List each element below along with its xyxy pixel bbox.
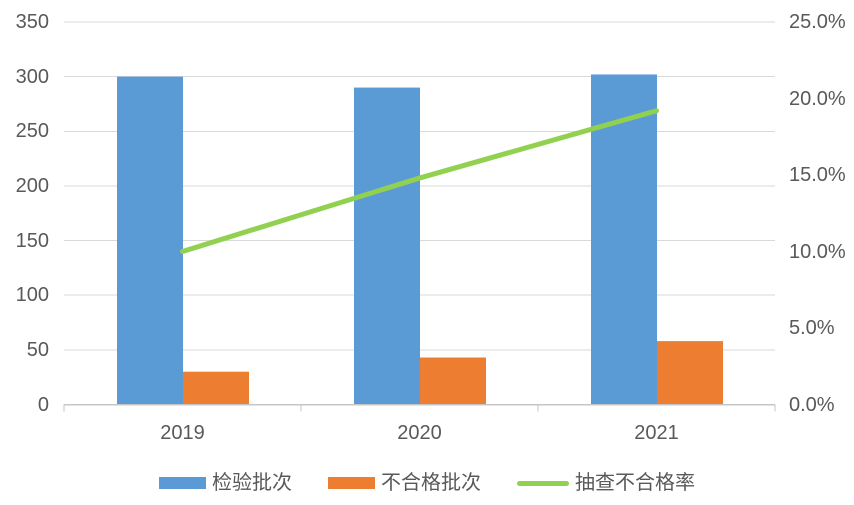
category-label-2020: 2020 bbox=[397, 422, 442, 444]
bar-series0-2021 bbox=[591, 74, 657, 405]
legend-item-1: 不合格批次 bbox=[328, 471, 481, 495]
legend-item-0: 检验批次 bbox=[159, 471, 292, 495]
right-axis-tick-label: 10.0% bbox=[789, 240, 846, 263]
right-axis-tick-label: 0.0% bbox=[789, 393, 835, 416]
bar-series1-2020 bbox=[420, 357, 486, 405]
legend-label: 抽查不合格率 bbox=[575, 472, 695, 494]
category-label-2021: 2021 bbox=[634, 422, 679, 444]
left-axis-tick-label: 250 bbox=[15, 120, 49, 143]
legend-bar-swatch bbox=[328, 477, 375, 489]
left-axis-tick-label: 100 bbox=[15, 284, 49, 307]
left-axis-tick-label: 200 bbox=[15, 174, 49, 197]
legend-label: 不合格批次 bbox=[381, 472, 481, 494]
legend-label: 检验批次 bbox=[212, 472, 292, 494]
bar-series0-2019 bbox=[117, 76, 183, 405]
legend-line-swatch bbox=[517, 480, 569, 486]
left-axis-tick-label: 350 bbox=[15, 11, 49, 33]
rate-line bbox=[180, 108, 659, 254]
bar-series1-2019 bbox=[183, 371, 249, 405]
left-axis-tick-label: 0 bbox=[37, 393, 49, 416]
legend: 检验批次 不合格批次 抽查不合格率 bbox=[0, 469, 854, 497]
left-axis-tick-label: 300 bbox=[15, 65, 49, 88]
left-axis-tick-label: 50 bbox=[26, 338, 49, 361]
legend-item-2: 抽查不合格率 bbox=[517, 471, 695, 495]
left-axis-tick-label: 150 bbox=[15, 229, 49, 252]
right-axis-tick-label: 5.0% bbox=[789, 317, 835, 339]
bar-series0-2020 bbox=[354, 87, 420, 405]
right-axis-tick-label: 25.0% bbox=[789, 11, 846, 33]
category-label-2019: 2019 bbox=[160, 422, 205, 444]
right-axis-tick-label: 20.0% bbox=[789, 87, 846, 110]
right-axis-tick-label: 15.0% bbox=[789, 164, 846, 186]
bar-series1-2021 bbox=[657, 341, 723, 405]
legend-bar-swatch bbox=[159, 477, 206, 489]
